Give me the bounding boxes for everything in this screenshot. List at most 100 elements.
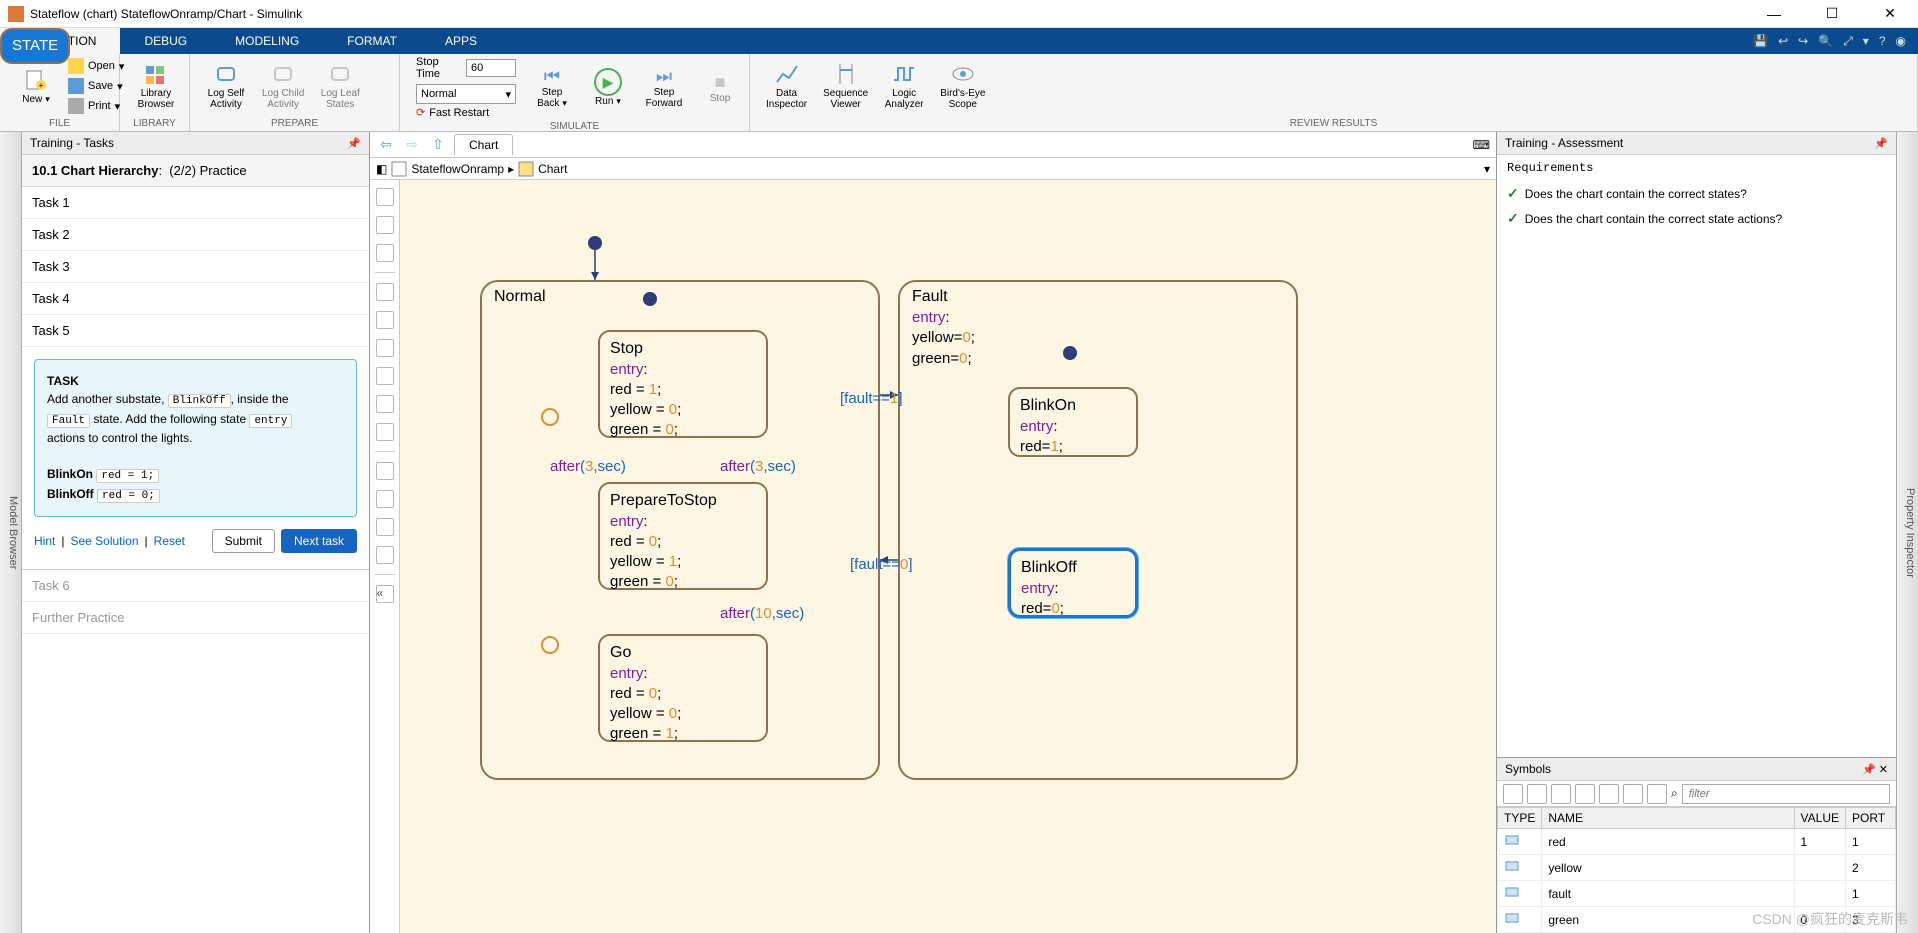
palette-icon[interactable]: « — [376, 585, 394, 603]
palette-icon[interactable] — [376, 188, 394, 206]
explorer-icon[interactable]: ◧ — [376, 162, 387, 176]
task-row[interactable]: Further Practice — [22, 602, 369, 634]
data-inspector-button[interactable]: Data Inspector — [758, 56, 815, 116]
log-leaf-states-button[interactable]: Log Leaf States — [312, 56, 368, 116]
task-row[interactable]: Task 3 — [22, 251, 369, 283]
task-row[interactable]: Task 1 — [22, 187, 369, 219]
task-row[interactable]: Task 2 — [22, 219, 369, 251]
help-icon[interactable]: ? — [1879, 34, 1886, 48]
default-transition-dot[interactable] — [643, 292, 657, 306]
window-minimize-button[interactable]: — — [1754, 2, 1794, 26]
transition-label[interactable]: after(10,sec) — [720, 605, 804, 622]
palette-icon[interactable] — [376, 518, 394, 536]
breadcrumb-item[interactable]: StateflowOnramp — [411, 162, 504, 176]
palette-icon[interactable] — [376, 339, 394, 357]
library-browser-button[interactable]: Library Browser — [128, 56, 184, 116]
palette-icon[interactable] — [376, 395, 394, 413]
ribbon-tab-modeling[interactable]: MODELING — [211, 28, 323, 54]
logic-analyzer-button[interactable]: Logic Analyzer — [876, 56, 932, 116]
transition-label[interactable]: [fault==0] — [850, 556, 913, 573]
nav-back-icon[interactable]: ⇦ — [376, 136, 396, 153]
stoptime-input[interactable] — [466, 59, 516, 77]
palette-icon[interactable] — [376, 367, 394, 385]
run-button[interactable]: ▶Run — [580, 58, 636, 118]
property-inspector-tab[interactable]: Property Inspector — [1896, 132, 1918, 933]
nav-up-icon[interactable]: ⇧ — [428, 136, 448, 153]
symbols-filter-input[interactable] — [1682, 784, 1890, 804]
ribbon-tab-debug[interactable]: DEBUG — [120, 28, 211, 54]
ribbon-tab-apps[interactable]: APPS — [421, 28, 501, 54]
log-child-activity-button[interactable]: Log Child Activity — [254, 56, 312, 116]
birds-eye-scope-button[interactable]: Bird's-Eye Scope — [932, 56, 993, 116]
task-row[interactable]: Task 6 — [22, 570, 369, 602]
state-go[interactable]: Go entry:red = 0;yellow = 0;green = 1; — [598, 634, 768, 742]
nav-forward-icon[interactable]: ⇨ — [402, 136, 422, 153]
symbols-row[interactable]: fault1 — [1498, 881, 1896, 907]
pin-icon[interactable]: 📌 — [347, 137, 361, 150]
symbols-toolbar-icon[interactable] — [1551, 784, 1571, 804]
save-button[interactable]: Save▾ — [64, 77, 128, 95]
model-browser-tab[interactable]: Model Browser — [0, 132, 22, 933]
symbols-toolbar-icon[interactable] — [1647, 784, 1667, 804]
default-transition-dot[interactable] — [588, 236, 602, 250]
sim-mode-dropdown[interactable]: Normal▾ — [416, 84, 516, 104]
log-self-activity-button[interactable]: Log Self Activity — [198, 56, 254, 116]
palette-icon[interactable] — [376, 462, 394, 480]
task-row[interactable]: Task 5 — [22, 315, 369, 347]
sequence-viewer-button[interactable]: Sequence Viewer — [815, 56, 876, 116]
palette-icon[interactable] — [376, 244, 394, 262]
palette-icon[interactable] — [376, 490, 394, 508]
transition-label[interactable]: after(3,sec) — [550, 458, 626, 475]
state-preparetostop[interactable]: PrepareToStop entry:red = 0;yellow = 1;g… — [598, 482, 768, 590]
qat-icon[interactable]: ▾ — [1863, 34, 1869, 48]
palette-icon[interactable] — [376, 546, 394, 564]
state-blinkon[interactable]: BlinkOn entry:red=1; — [1008, 387, 1138, 457]
submit-button[interactable]: Submit — [212, 529, 275, 553]
symbols-row[interactable]: green03 — [1498, 907, 1896, 933]
symbols-toolbar-icon[interactable] — [1575, 784, 1595, 804]
symbols-toolbar-icon[interactable] — [1503, 784, 1523, 804]
symbols-toolbar-icon[interactable] — [1623, 784, 1643, 804]
symbols-row[interactable]: yellow2 — [1498, 855, 1896, 881]
palette-icon[interactable] — [376, 423, 394, 441]
qat-icon[interactable]: ⤢ — [1843, 34, 1853, 49]
default-transition-dot[interactable] — [1063, 346, 1077, 360]
state-stop[interactable]: Stop entry:red = 1;yellow = 0;green = 0; — [598, 330, 768, 438]
chart-canvas[interactable]: Normal Stop entry:red = 1;yellow = 0;gre… — [400, 180, 1496, 933]
state-blinkoff[interactable]: BlinkOff entry:red=0; — [1008, 548, 1138, 618]
junction[interactable] — [541, 636, 559, 654]
symbols-toolbar-icon[interactable] — [1527, 784, 1547, 804]
pin-icon[interactable]: 📌 — [1874, 137, 1888, 150]
qat-icon[interactable]: ↪ — [1798, 34, 1808, 48]
dropdown-icon[interactable]: ▾ — [1484, 162, 1490, 176]
window-maximize-button[interactable]: ☐ — [1812, 2, 1852, 26]
reset-link[interactable]: Reset — [154, 534, 185, 548]
window-close-button[interactable]: ✕ — [1870, 2, 1910, 26]
palette-icon[interactable] — [376, 283, 394, 301]
print-button[interactable]: Print▾ — [64, 97, 128, 115]
pin-icon[interactable]: 📌 ✕ — [1862, 763, 1888, 776]
state-fault[interactable]: Fault entry:yellow=0;green=0; — [898, 280, 1298, 780]
hint-link[interactable]: Hint — [34, 534, 55, 548]
junction[interactable] — [541, 408, 559, 426]
transition-label[interactable]: after(3,sec) — [720, 458, 796, 475]
keyboard-icon[interactable]: ⌨ — [1473, 138, 1490, 152]
qat-icon[interactable]: 🔍 — [1818, 34, 1833, 48]
palette-icon[interactable] — [376, 216, 394, 234]
qat-icon[interactable]: 💾 — [1753, 34, 1768, 48]
transition-label[interactable]: [fault==1] — [840, 390, 903, 407]
chart-tab[interactable]: Chart — [454, 134, 513, 155]
see-solution-link[interactable]: See Solution — [70, 534, 138, 548]
fast-restart-button[interactable]: ⟳Fast Restart — [416, 106, 516, 119]
palette-icon[interactable] — [376, 311, 394, 329]
ribbon-tab-state[interactable]: STATE — [0, 28, 70, 64]
step-forward-button[interactable]: ⏭Step Forward — [636, 58, 692, 118]
stop-button[interactable]: ■Stop — [692, 58, 748, 118]
symbols-row[interactable]: red11 — [1498, 829, 1896, 855]
breadcrumb-item[interactable]: Chart — [538, 162, 567, 176]
qat-icon[interactable]: ◉ — [1896, 34, 1906, 48]
step-back-button[interactable]: ⏮Step Back — [524, 58, 580, 118]
open-button[interactable]: Open▾ — [64, 57, 128, 75]
symbols-toolbar-icon[interactable] — [1599, 784, 1619, 804]
qat-icon[interactable]: ↩ — [1778, 34, 1788, 48]
